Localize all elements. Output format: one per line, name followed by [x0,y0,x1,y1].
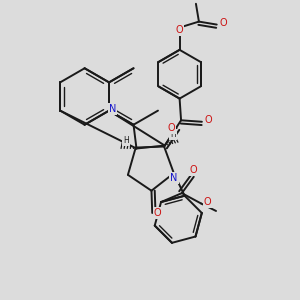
Text: O: O [154,208,161,218]
Text: N: N [109,104,116,114]
Text: O: O [190,165,198,175]
Text: O: O [220,18,227,28]
Text: O: O [204,197,212,207]
Text: N: N [170,173,178,183]
Text: H: H [123,136,129,145]
Text: O: O [175,25,183,35]
Text: H: H [170,130,176,139]
Text: O: O [205,115,212,125]
Text: O: O [167,123,175,133]
